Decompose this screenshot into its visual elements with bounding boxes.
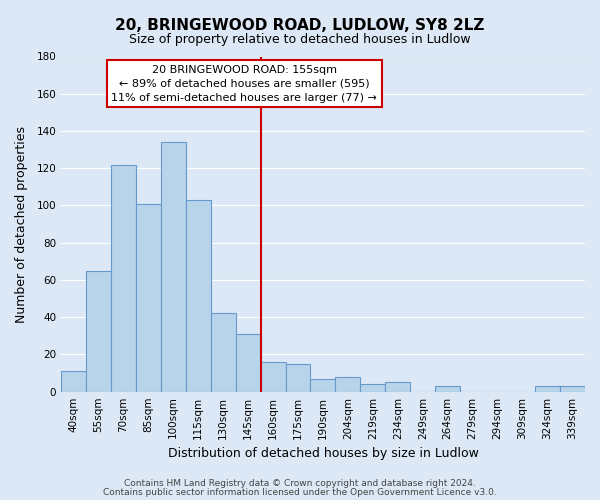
Bar — [211, 314, 236, 392]
Bar — [86, 270, 111, 392]
Bar — [236, 334, 260, 392]
Bar — [335, 377, 361, 392]
X-axis label: Distribution of detached houses by size in Ludlow: Distribution of detached houses by size … — [167, 447, 478, 460]
Bar — [385, 382, 410, 392]
Text: Contains HM Land Registry data © Crown copyright and database right 2024.: Contains HM Land Registry data © Crown c… — [124, 479, 476, 488]
Bar — [286, 364, 310, 392]
Bar — [111, 164, 136, 392]
Bar — [361, 384, 385, 392]
Y-axis label: Number of detached properties: Number of detached properties — [15, 126, 28, 322]
Bar — [435, 386, 460, 392]
Bar — [535, 386, 560, 392]
Text: 20 BRINGEWOOD ROAD: 155sqm
← 89% of detached houses are smaller (595)
11% of sem: 20 BRINGEWOOD ROAD: 155sqm ← 89% of deta… — [112, 65, 377, 103]
Bar — [560, 386, 585, 392]
Text: Contains public sector information licensed under the Open Government Licence v3: Contains public sector information licen… — [103, 488, 497, 497]
Text: Size of property relative to detached houses in Ludlow: Size of property relative to detached ho… — [129, 32, 471, 46]
Bar — [310, 378, 335, 392]
Bar — [186, 200, 211, 392]
Text: 20, BRINGEWOOD ROAD, LUDLOW, SY8 2LZ: 20, BRINGEWOOD ROAD, LUDLOW, SY8 2LZ — [115, 18, 485, 32]
Bar — [61, 371, 86, 392]
Bar — [260, 362, 286, 392]
Bar — [161, 142, 186, 392]
Bar — [136, 204, 161, 392]
